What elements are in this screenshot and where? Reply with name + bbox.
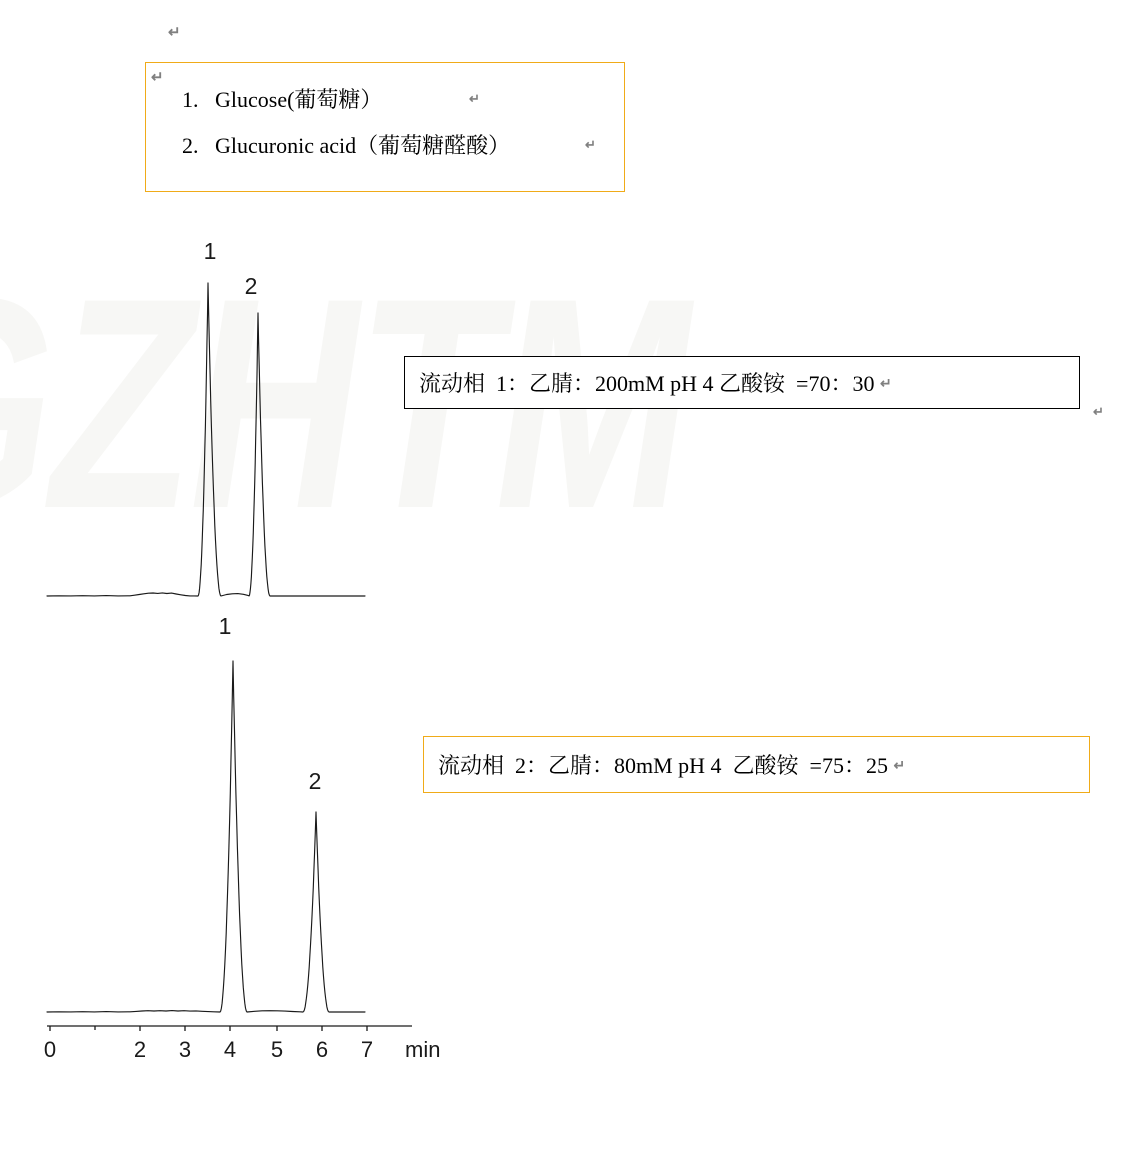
svg-text:7: 7 xyxy=(361,1037,373,1062)
svg-text:2: 2 xyxy=(134,1037,146,1062)
svg-text:1: 1 xyxy=(219,613,232,639)
svg-text:5: 5 xyxy=(271,1037,283,1062)
svg-text:4: 4 xyxy=(224,1037,236,1062)
svg-text:2: 2 xyxy=(309,768,322,794)
svg-text:0: 0 xyxy=(44,1037,56,1062)
svg-text:min: min xyxy=(405,1037,440,1062)
svg-text:1: 1 xyxy=(204,238,217,264)
svg-text:2: 2 xyxy=(245,273,258,299)
svg-text:6: 6 xyxy=(316,1037,328,1062)
svg-text:3: 3 xyxy=(179,1037,191,1062)
